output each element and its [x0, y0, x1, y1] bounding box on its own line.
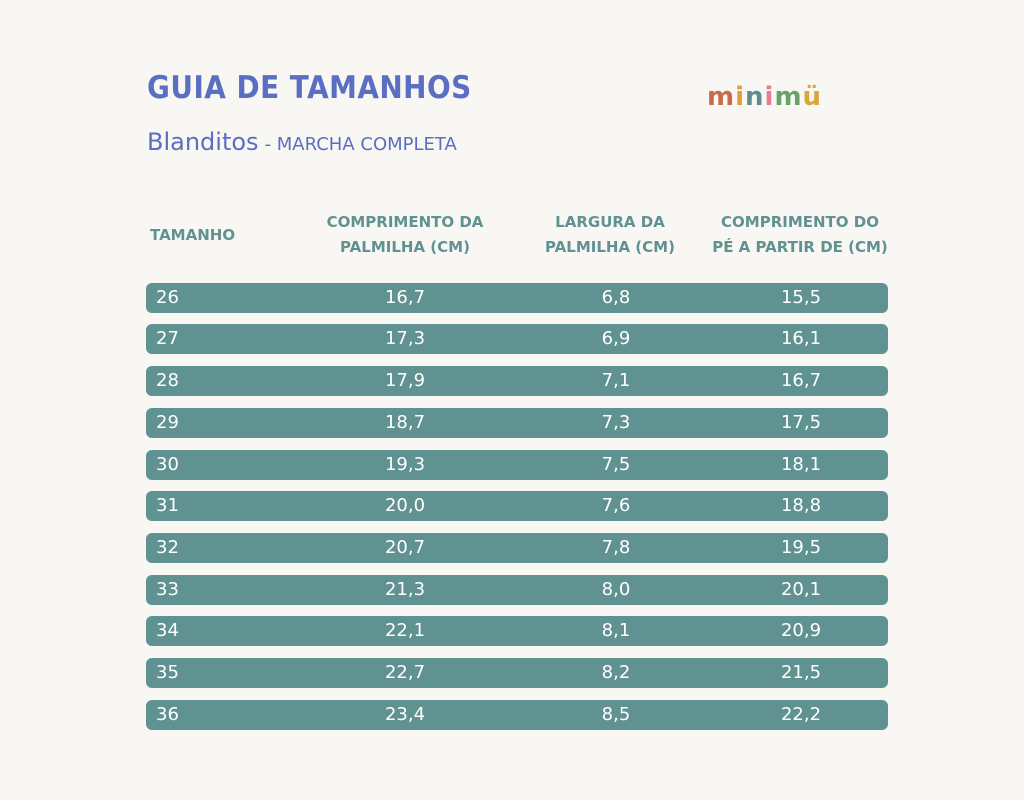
- size-cell: 31: [156, 495, 179, 516]
- insole-length-cell: 17,3: [384, 328, 426, 349]
- insole-width-cell: 7,1: [601, 370, 631, 391]
- size-cell: 34: [156, 620, 179, 641]
- header-size: TAMANHO: [150, 226, 236, 244]
- foot-length-cell: 22,2: [780, 704, 822, 725]
- size-cell: 29: [156, 412, 179, 433]
- foot-length-cell: 21,5: [780, 662, 822, 683]
- header-insole-width: LARGURA DA PALMILHA (CM): [545, 213, 675, 256]
- size-cell: 28: [156, 370, 179, 391]
- insole-width-cell: 8,2: [601, 662, 631, 683]
- size-cell: 27: [156, 328, 179, 349]
- table-row: 31 20,0 7,6 18,8: [146, 491, 888, 521]
- table-row: 28 17,9 7,1 16,7: [146, 366, 888, 396]
- insole-width-cell: 6,9: [601, 328, 631, 349]
- logo-letter: i: [764, 82, 775, 112]
- header-foot-length: COMPRIMENTO DO PÉ A PARTIR DE (CM): [712, 213, 888, 256]
- logo-letter: i: [735, 82, 746, 112]
- insole-length-cell: 19,3: [384, 454, 426, 475]
- insole-length-cell: 20,0: [384, 495, 426, 516]
- insole-length-cell: 23,4: [384, 704, 426, 725]
- logo-letter: m: [707, 82, 736, 112]
- product-subtitle: Blanditos - MARCHA COMPLETA: [147, 128, 457, 156]
- foot-length-cell: 15,5: [780, 287, 822, 308]
- size-cell: 35: [156, 662, 179, 683]
- size-cell: 26: [156, 287, 179, 308]
- page-title: GUIA DE TAMANHOS: [147, 70, 472, 106]
- foot-length-cell: 17,5: [780, 412, 822, 433]
- foot-length-cell: 19,5: [780, 537, 822, 558]
- logo-letter: ü: [802, 82, 823, 112]
- insole-width-cell: 7,5: [601, 454, 631, 475]
- insole-width-cell: 7,6: [601, 495, 631, 516]
- brand-logo: minimü: [707, 82, 822, 112]
- logo-letter: n: [745, 82, 765, 112]
- insole-length-cell: 17,9: [384, 370, 426, 391]
- insole-width-cell: 8,1: [601, 620, 631, 641]
- table-row: 33 21,3 8,0 20,1: [146, 575, 888, 605]
- logo-letter: m: [774, 82, 803, 112]
- table-row: 36 23,4 8,5 22,2: [146, 700, 888, 730]
- table-row: 27 17,3 6,9 16,1: [146, 324, 888, 354]
- insole-length-cell: 22,1: [384, 620, 426, 641]
- table-row: 29 18,7 7,3 17,5: [146, 408, 888, 438]
- table-row: 26 16,7 6,8 15,5: [146, 283, 888, 313]
- foot-length-cell: 20,9: [780, 620, 822, 641]
- insole-width-cell: 7,8: [601, 537, 631, 558]
- header-insole-length: COMPRIMENTO DA PALMILHA (CM): [326, 213, 484, 256]
- product-name: Blanditos: [147, 128, 259, 156]
- foot-length-cell: 18,1: [780, 454, 822, 475]
- insole-length-cell: 20,7: [384, 537, 426, 558]
- foot-length-cell: 16,7: [780, 370, 822, 391]
- table-row: 30 19,3 7,5 18,1: [146, 450, 888, 480]
- insole-width-cell: 6,8: [601, 287, 631, 308]
- product-variant: - MARCHA COMPLETA: [264, 134, 457, 155]
- insole-width-cell: 8,5: [601, 704, 631, 725]
- insole-length-cell: 16,7: [384, 287, 426, 308]
- size-cell: 30: [156, 454, 179, 475]
- table-row: 35 22,7 8,2 21,5: [146, 658, 888, 688]
- insole-width-cell: 7,3: [601, 412, 631, 433]
- insole-length-cell: 18,7: [384, 412, 426, 433]
- table-row: 34 22,1 8,1 20,9: [146, 616, 888, 646]
- table-row: 32 20,7 7,8 19,5: [146, 533, 888, 563]
- insole-width-cell: 8,0: [601, 579, 631, 600]
- size-cell: 33: [156, 579, 179, 600]
- foot-length-cell: 20,1: [780, 579, 822, 600]
- insole-length-cell: 21,3: [384, 579, 426, 600]
- foot-length-cell: 18,8: [780, 495, 822, 516]
- foot-length-cell: 16,1: [780, 328, 822, 349]
- insole-length-cell: 22,7: [384, 662, 426, 683]
- size-cell: 32: [156, 537, 179, 558]
- size-cell: 36: [156, 704, 179, 725]
